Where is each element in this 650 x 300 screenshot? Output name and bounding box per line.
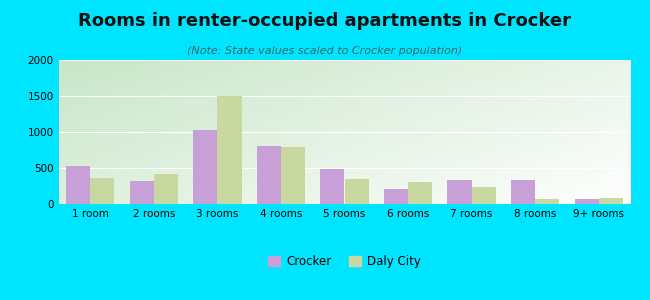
Bar bbox=[447, 179, 472, 204]
Bar bbox=[599, 198, 623, 204]
Bar bbox=[130, 181, 154, 204]
Bar bbox=[217, 96, 242, 204]
Bar bbox=[154, 174, 178, 204]
Bar bbox=[472, 187, 496, 204]
Bar bbox=[511, 180, 535, 204]
Text: (Note: State values scaled to Crocker population): (Note: State values scaled to Crocker po… bbox=[187, 46, 463, 56]
Bar bbox=[90, 178, 114, 204]
Bar bbox=[535, 199, 559, 204]
Bar bbox=[575, 199, 599, 204]
Bar bbox=[408, 182, 432, 204]
Bar bbox=[344, 179, 369, 204]
Bar bbox=[66, 166, 90, 204]
Bar bbox=[384, 188, 408, 204]
Bar bbox=[193, 130, 217, 204]
Legend: Crocker, Daly City: Crocker, Daly City bbox=[264, 250, 425, 273]
Bar bbox=[320, 169, 344, 204]
Bar bbox=[281, 147, 305, 204]
Bar bbox=[257, 146, 281, 204]
Text: Rooms in renter-occupied apartments in Crocker: Rooms in renter-occupied apartments in C… bbox=[79, 12, 571, 30]
